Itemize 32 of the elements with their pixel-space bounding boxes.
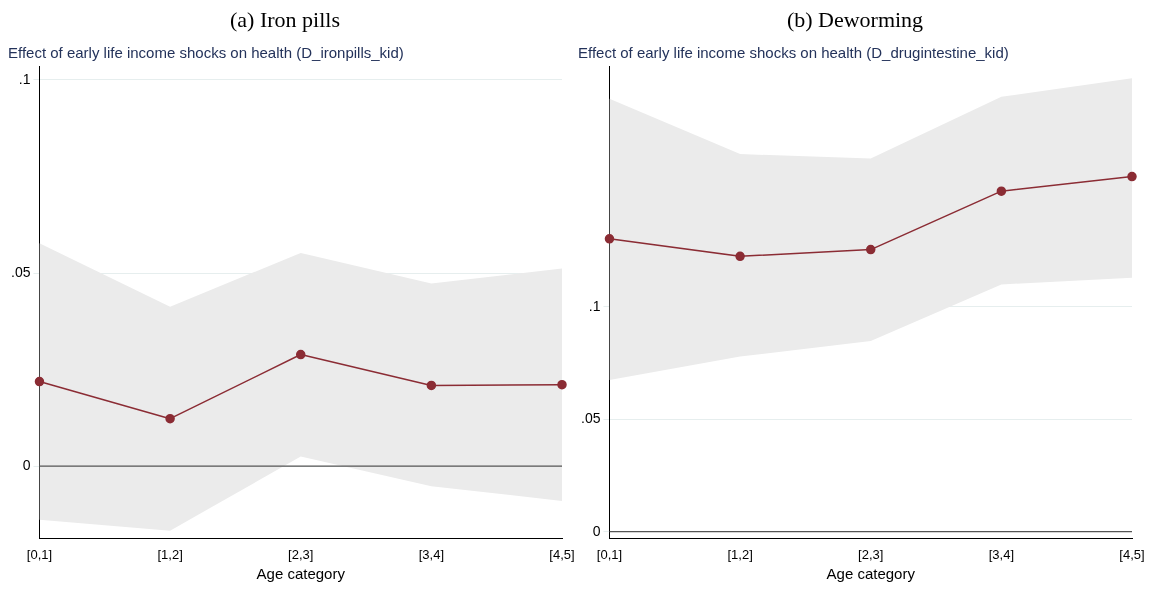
- x-tick-label: [2,3]: [858, 546, 884, 562]
- point: [557, 379, 567, 390]
- point: [34, 376, 45, 387]
- point: [165, 413, 175, 424]
- x-tick-label: [1,2]: [727, 546, 753, 562]
- x-tick-label: [0,1]: [596, 546, 623, 562]
- x-tick-label: [3,4]: [418, 546, 445, 562]
- x-axis-title: Age category: [826, 565, 916, 583]
- point: [865, 244, 876, 255]
- y-tick-label: 0: [592, 522, 601, 539]
- y-tick-label: .05: [10, 263, 31, 280]
- chart-subtitle: Effect of early life income shocks on health (D_ironpills_kid): [8, 43, 404, 61]
- chart-title: (b) Deworming: [786, 6, 924, 32]
- y-tick-label: .1: [588, 297, 601, 314]
- point: [1127, 171, 1137, 182]
- chart-title: (a) Iron pills: [230, 6, 340, 32]
- y-tick-label: .1: [18, 70, 31, 87]
- y-tick-label: 0: [22, 457, 31, 474]
- x-axis-title: Age category: [256, 565, 346, 583]
- x-tick-label: [2,3]: [288, 546, 314, 562]
- x-tick-label: [4,5]: [549, 546, 575, 562]
- point: [604, 234, 615, 244]
- x-tick-label: [3,4]: [988, 546, 1015, 562]
- x-tick-label: [1,2]: [157, 546, 183, 562]
- x-tick-label: [0,1]: [26, 546, 53, 562]
- point: [735, 251, 745, 262]
- x-tick-label: [4,5]: [1119, 546, 1145, 562]
- point: [996, 186, 1007, 196]
- y-tick-label: .05: [580, 410, 601, 427]
- point: [295, 349, 306, 360]
- chart-subtitle: Effect of early life income shocks on health (D_drugintestine_kid): [578, 43, 1009, 61]
- point: [426, 380, 437, 391]
